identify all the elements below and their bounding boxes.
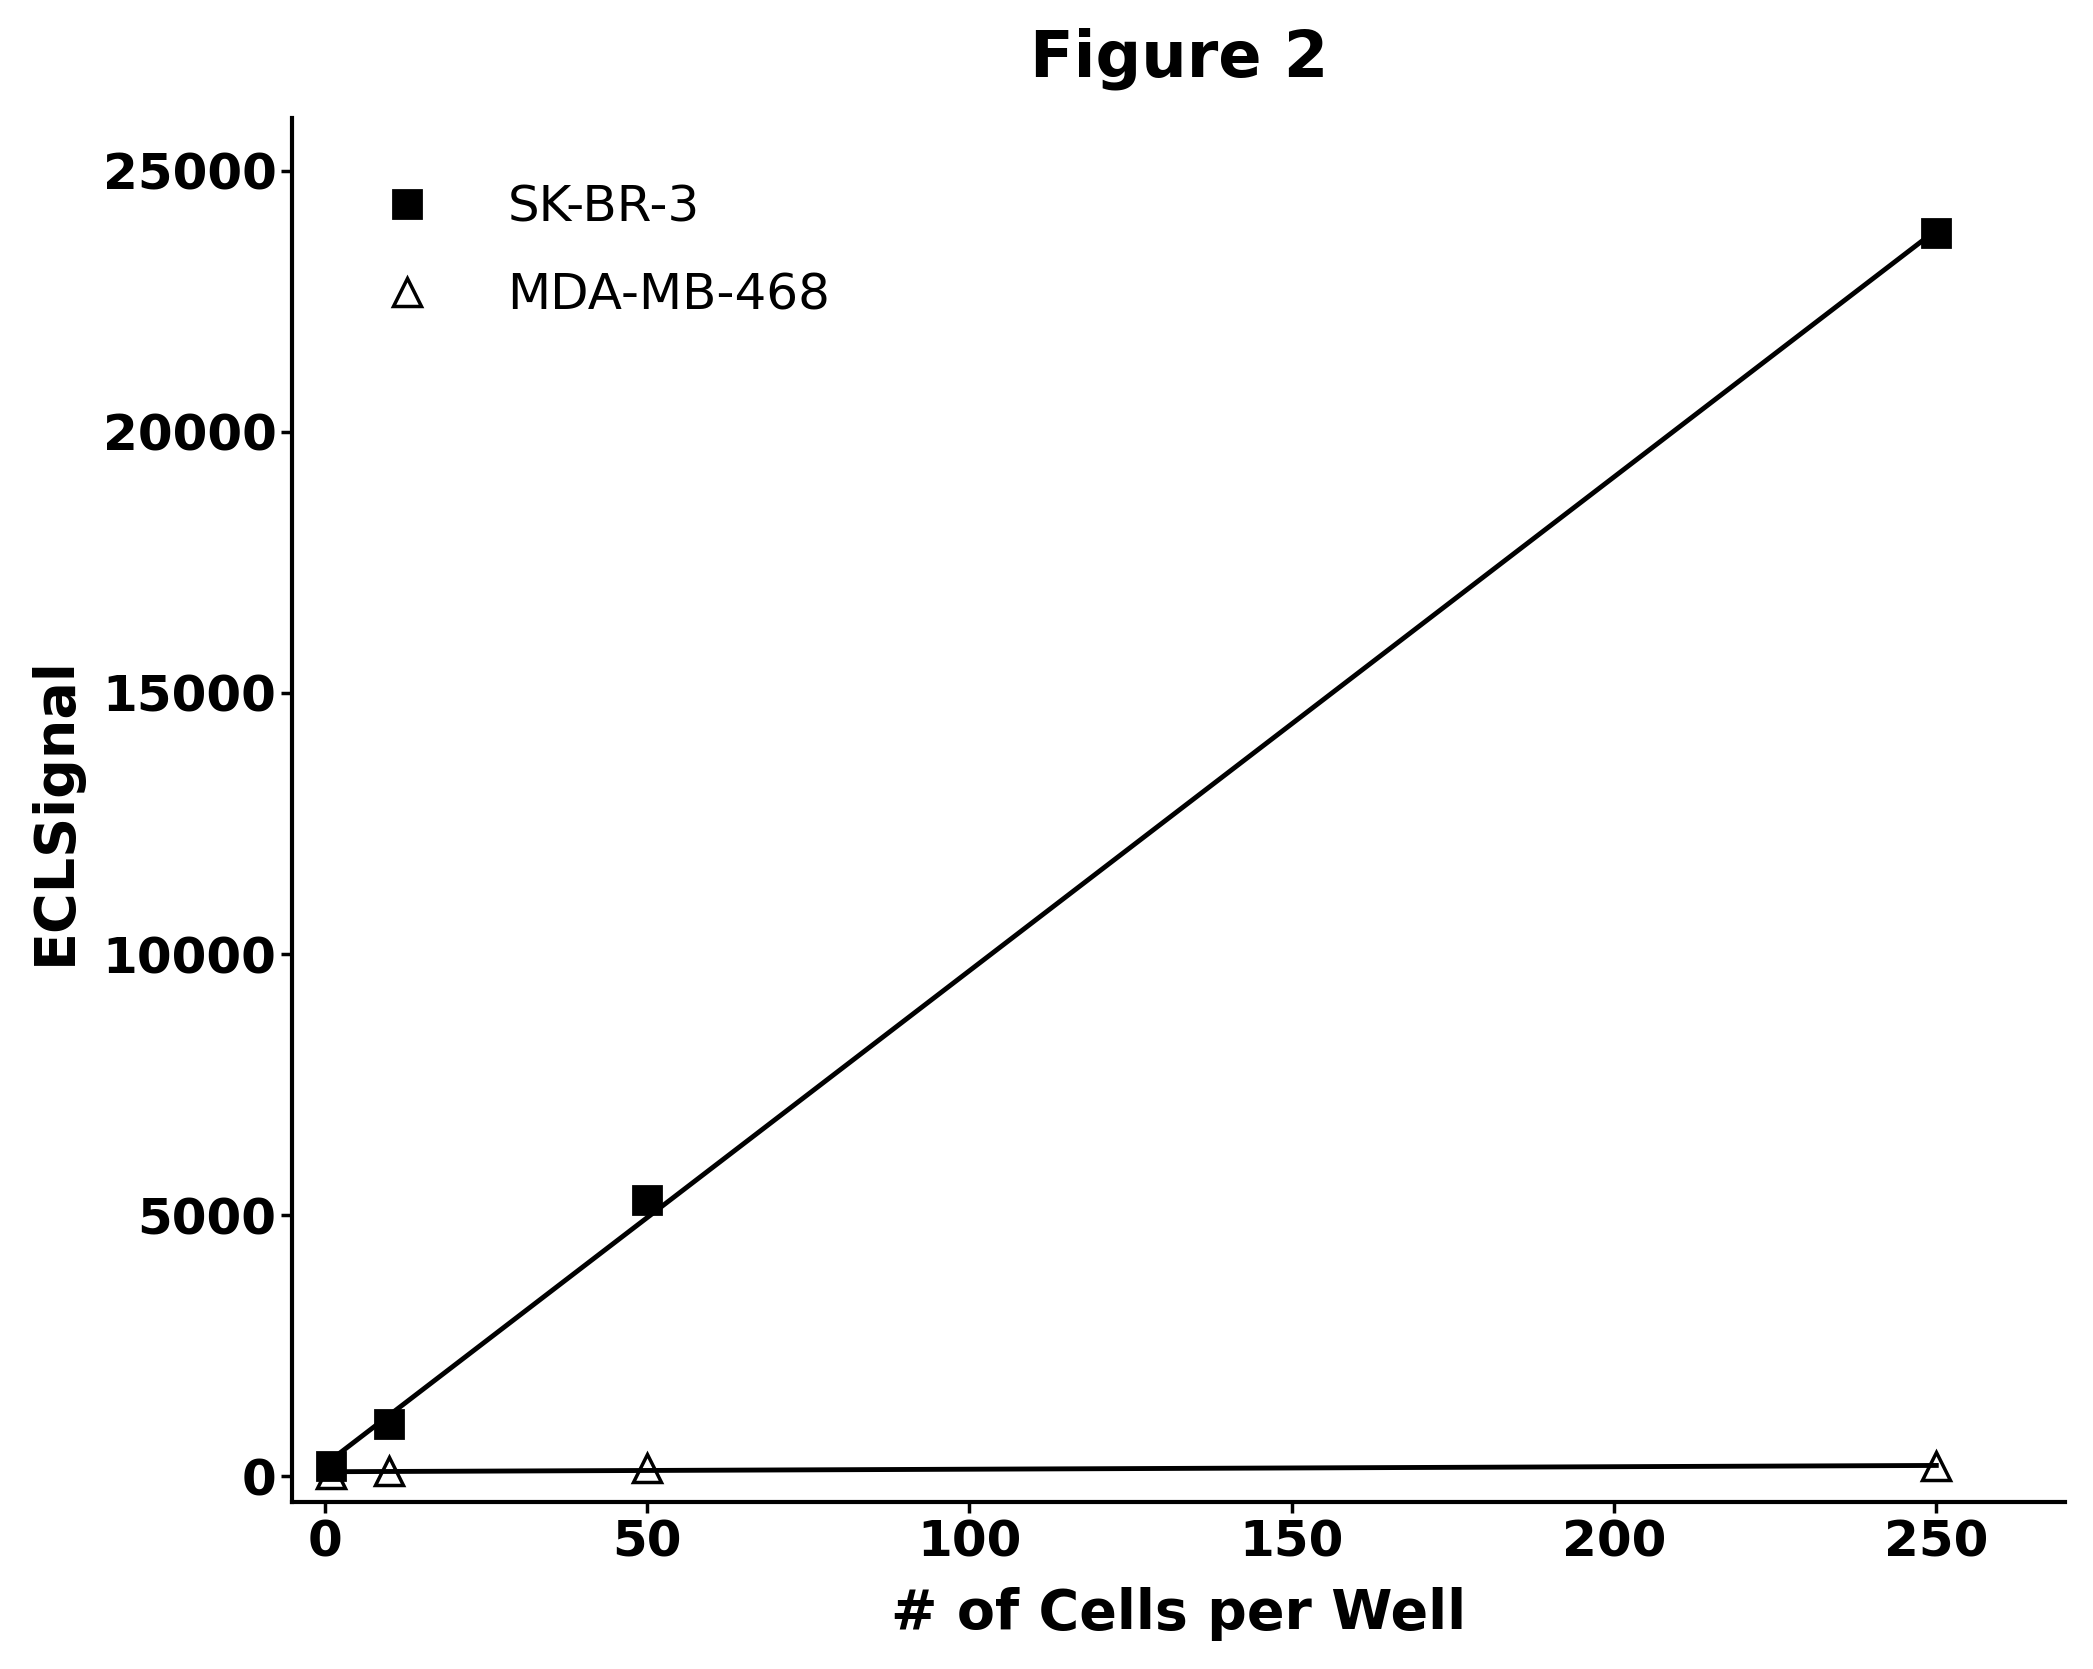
Y-axis label: ECLSignal: ECLSignal xyxy=(27,656,82,965)
Title: Figure 2: Figure 2 xyxy=(1030,28,1327,90)
X-axis label: # of Cells per Well: # of Cells per Well xyxy=(892,1587,1467,1641)
Legend: SK-BR-3, MDA-MB-468: SK-BR-3, MDA-MB-468 xyxy=(318,144,871,359)
